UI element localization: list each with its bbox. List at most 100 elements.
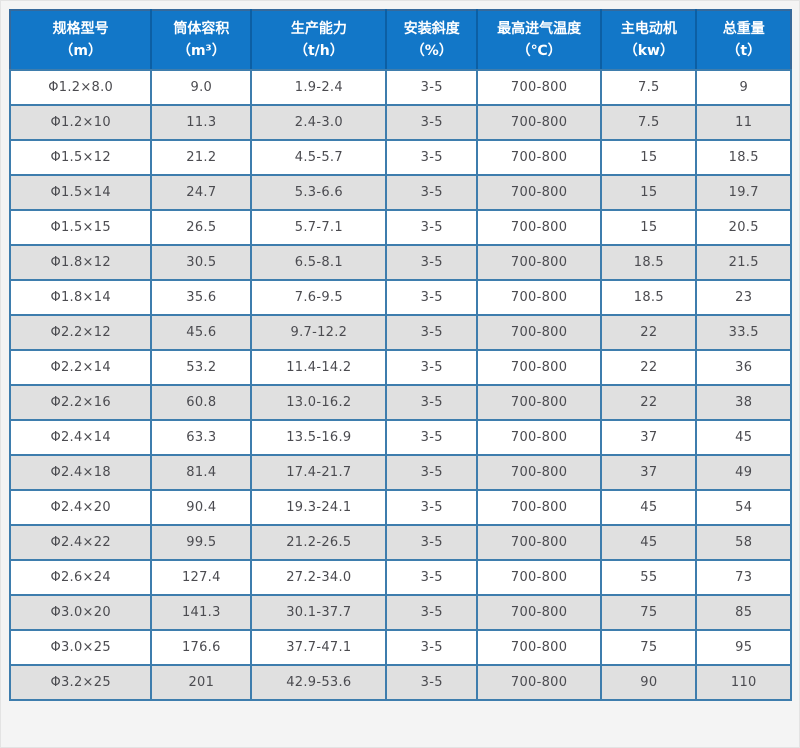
table-row: Φ2.2×12 45.6 9.7-12.2 3-5 700-800 22 33.5 — [8, 314, 792, 351]
table-cell: 15 — [600, 209, 698, 246]
table-cell: 176.6 — [150, 629, 253, 666]
column-unit: （t） — [726, 42, 762, 59]
table-row: Φ3.0×25 176.6 37.7-47.1 3-5 700-800 75 95 — [8, 629, 792, 666]
table-cell: Φ2.4×14 — [8, 419, 153, 456]
table-cell: 37.7-47.1 — [250, 629, 388, 666]
table-cell: Φ2.2×14 — [8, 349, 153, 386]
table-cell: 3-5 — [385, 279, 479, 316]
table-cell: 21.5 — [695, 244, 792, 281]
table-cell: Φ1.2×8.0 — [8, 69, 153, 106]
table-cell: 9 — [695, 69, 792, 106]
table-cell: 3-5 — [385, 664, 479, 701]
table-cell: 3-5 — [385, 594, 479, 631]
table-cell: 700-800 — [476, 454, 603, 491]
table-cell: 3-5 — [385, 489, 479, 526]
table-cell: 9.0 — [150, 69, 253, 106]
column-header-3: 安装斜度 （%） — [385, 10, 478, 71]
table-cell: 60.8 — [150, 384, 253, 421]
table-cell: 45 — [695, 419, 792, 456]
column-header-6: 总重量 （t） — [695, 10, 791, 71]
table-row: Φ1.5×12 21.2 4.5-5.7 3-5 700-800 15 18.5 — [8, 139, 792, 176]
table-cell: Φ2.4×18 — [8, 454, 153, 491]
table-cell: 9.7-12.2 — [250, 314, 388, 351]
table-cell: 26.5 — [150, 209, 253, 246]
table-row: Φ2.4×22 99.5 21.2-26.5 3-5 700-800 45 58 — [8, 524, 792, 561]
table-cell: 49 — [695, 454, 792, 491]
column-unit: （t/h） — [293, 42, 344, 59]
table-cell: 30.5 — [150, 244, 253, 281]
table-cell: 22 — [600, 314, 698, 351]
table-row: Φ2.4×18 81.4 17.4-21.7 3-5 700-800 37 49 — [8, 454, 792, 491]
table-cell: 36 — [695, 349, 792, 386]
table-cell: 141.3 — [150, 594, 253, 631]
column-unit: （%） — [410, 42, 453, 59]
table-cell: Φ2.2×12 — [8, 314, 153, 351]
table-cell: Φ3.2×25 — [8, 664, 153, 701]
table-cell: 700-800 — [476, 244, 603, 281]
table-cell: 22 — [600, 384, 698, 421]
table-row: Φ1.8×12 30.5 6.5-8.1 3-5 700-800 18.5 21.5 — [8, 244, 792, 281]
table-cell: 90 — [600, 664, 698, 701]
table-cell: 3-5 — [385, 69, 479, 106]
table-cell: Φ2.4×20 — [8, 489, 153, 526]
table-cell: Φ1.5×15 — [8, 209, 153, 246]
column-title: 主电动机 — [620, 21, 677, 38]
table-row: Φ1.2×10 11.3 2.4-3.0 3-5 700-800 7.5 11 — [8, 104, 792, 141]
table-cell: 11.4-14.2 — [250, 349, 388, 386]
table-cell: 55 — [600, 559, 698, 596]
table-cell: 42.9-53.6 — [250, 664, 388, 701]
column-unit: （kw） — [623, 42, 674, 59]
table-cell: 11.3 — [150, 104, 253, 141]
table-cell: 85 — [695, 594, 792, 631]
table-cell: 3-5 — [385, 384, 479, 421]
table-cell: 1.9-2.4 — [250, 69, 388, 106]
column-header-4: 最高进气温度 （℃） — [476, 10, 602, 71]
table-cell: 700-800 — [476, 664, 603, 701]
table-cell: 13.5-16.9 — [250, 419, 388, 456]
column-unit: （m） — [59, 42, 102, 59]
table-cell: 700-800 — [476, 384, 603, 421]
table-cell: 127.4 — [150, 559, 253, 596]
table-cell: 23 — [695, 279, 792, 316]
table-row: Φ3.0×20 141.3 30.1-37.7 3-5 700-800 75 85 — [8, 594, 792, 631]
column-unit: （m³） — [176, 42, 226, 59]
column-header-1: 筒体容积 （m³） — [150, 10, 252, 71]
table-cell: 45 — [600, 489, 698, 526]
table-cell: 7.5 — [600, 69, 698, 106]
column-header-0: 规格型号 （m） — [10, 10, 152, 71]
table-row: Φ1.2×8.0 9.0 1.9-2.4 3-5 700-800 7.5 9 — [8, 69, 792, 106]
table-cell: 5.7-7.1 — [250, 209, 388, 246]
column-title: 生产能力 — [290, 21, 347, 38]
table-cell: 3-5 — [385, 244, 479, 281]
table-cell: 90.4 — [150, 489, 253, 526]
table-cell: 18.5 — [695, 139, 792, 176]
column-title: 最高进气温度 — [497, 21, 582, 38]
table-cell: 700-800 — [476, 629, 603, 666]
table-cell: 110 — [695, 664, 792, 701]
table-cell: 15 — [600, 139, 698, 176]
table-head: 规格型号 （m） 筒体容积 （m³） 生产能力 （t/h） 安装斜度 （%） 最高进气温度 （℃）… — [10, 10, 791, 71]
table-cell: 58 — [695, 524, 792, 561]
table-cell: 7.5 — [600, 104, 698, 141]
table-cell: 11 — [695, 104, 792, 141]
table-cell: 700-800 — [476, 559, 603, 596]
table-cell: 38 — [695, 384, 792, 421]
table-row: Φ2.6×24 127.4 27.2-34.0 3-5 700-800 55 73 — [8, 559, 792, 596]
table-cell: 27.2-34.0 — [250, 559, 388, 596]
table-cell: 13.0-16.2 — [250, 384, 388, 421]
table-cell: 53.2 — [150, 349, 253, 386]
spec-table: 规格型号 （m） 筒体容积 （m³） 生产能力 （t/h） 安装斜度 （%） 最高进气温度 （℃）… — [8, 9, 792, 701]
table-cell: 3-5 — [385, 209, 479, 246]
table-cell: 17.4-21.7 — [250, 454, 388, 491]
table-cell: 45.6 — [150, 314, 253, 351]
table-cell: 700-800 — [476, 594, 603, 631]
table-cell: 3-5 — [385, 314, 479, 351]
table-row: Φ2.4×20 90.4 19.3-24.1 3-5 700-800 45 54 — [8, 489, 792, 526]
table-cell: 18.5 — [600, 244, 698, 281]
table-row: Φ1.8×14 35.6 7.6-9.5 3-5 700-800 18.5 23 — [8, 279, 792, 316]
column-header-2: 生产能力 （t/h） — [250, 10, 387, 71]
table-cell: 3-5 — [385, 454, 479, 491]
table-cell: 15 — [600, 174, 698, 211]
table-cell: 700-800 — [476, 489, 603, 526]
